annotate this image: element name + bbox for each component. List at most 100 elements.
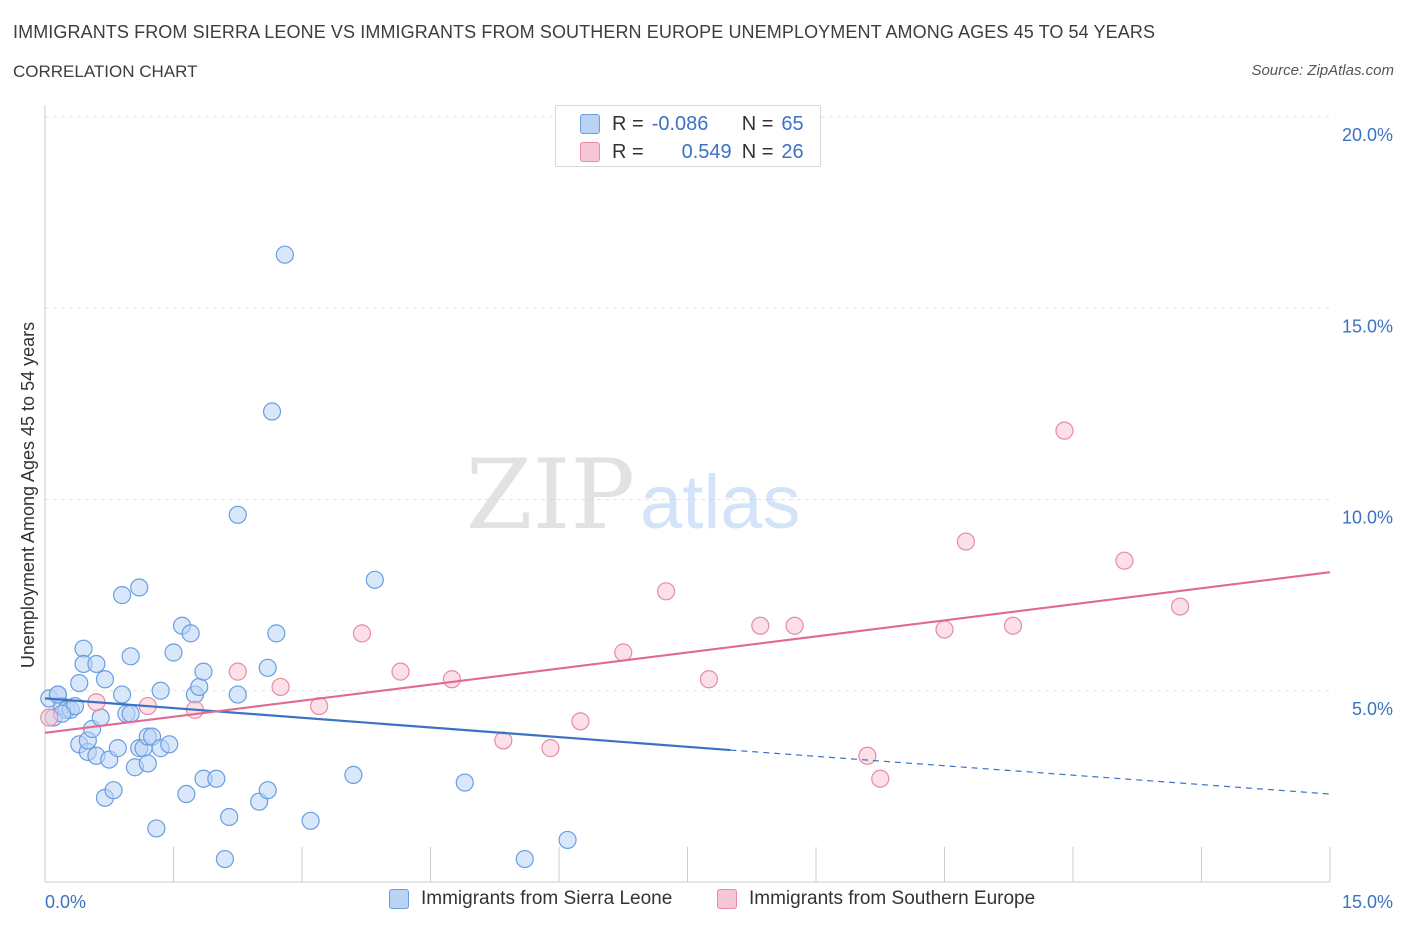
- point-sierra-leone: [121, 647, 140, 666]
- trendline-sierra-leone: [44, 697, 731, 752]
- legend-swatch-pink: [717, 889, 737, 909]
- point-sierra-leone: [160, 735, 179, 754]
- point-sierra-leone: [87, 654, 106, 674]
- point-southern-europe: [858, 746, 877, 765]
- point-southern-europe: [1115, 551, 1134, 570]
- r-label: R =: [612, 112, 644, 135]
- point-sierra-leone: [215, 849, 234, 869]
- y-axis-label: Unemployment Among Ages 45 to 54 years: [18, 322, 38, 668]
- tick-labels: 5.0% 10.0% 15.0% 20.0% 0.0% 15.0%: [45, 125, 1393, 912]
- point-southern-europe: [228, 662, 247, 681]
- point-sierra-leone: [177, 784, 196, 804]
- axes: [44, 105, 1331, 883]
- bottom-legend: Immigrants from Sierra Leone Immigrants …: [0, 888, 1406, 916]
- point-southern-europe: [541, 739, 560, 758]
- trendline-southern-europe: [44, 571, 1331, 734]
- watermark-zip: ZIP: [466, 439, 635, 551]
- point-sierra-leone: [74, 639, 93, 658]
- point-sierra-leone: [138, 754, 157, 773]
- point-sierra-leone: [108, 739, 127, 758]
- point-southern-europe: [785, 616, 804, 635]
- point-sierra-leone: [515, 849, 534, 869]
- y-tick-label: 10.0%: [1342, 508, 1393, 528]
- point-sierra-leone: [130, 578, 149, 597]
- n-value: 26: [781, 140, 804, 163]
- legend-label: Immigrants from Sierra Leone: [421, 888, 673, 909]
- point-sierra-leone: [121, 704, 140, 723]
- point-sierra-leone: [194, 662, 213, 681]
- point-sierra-leone: [301, 811, 320, 830]
- source-label: Source: ZipAtlas.com: [1251, 62, 1394, 79]
- point-sierra-leone: [228, 685, 247, 704]
- point-southern-europe: [751, 616, 770, 635]
- point-sierra-leone: [91, 708, 110, 727]
- legend-swatch-blue: [389, 889, 409, 909]
- point-sierra-leone: [147, 819, 166, 838]
- point-sierra-leone: [207, 769, 226, 788]
- point-sierra-leone: [344, 765, 363, 785]
- trend-lines: [44, 571, 1331, 795]
- stats-swatch-pink: [580, 142, 600, 162]
- point-southern-europe: [956, 532, 976, 551]
- point-sierra-leone: [70, 673, 89, 693]
- point-southern-europe: [871, 769, 890, 788]
- grid-lines: [45, 116, 1330, 692]
- r-value: 0.549: [681, 140, 732, 163]
- point-sierra-leone: [267, 624, 286, 643]
- point-southern-europe: [40, 708, 59, 727]
- point-southern-europe: [935, 620, 954, 639]
- point-sierra-leone: [104, 781, 123, 800]
- point-sierra-leone: [275, 245, 294, 264]
- watermark: ZIP atlas: [466, 439, 801, 551]
- point-sierra-leone: [455, 773, 474, 792]
- legend-item-southern-europe[interactable]: Immigrants from Southern Europe: [717, 888, 1035, 910]
- legend-label: Immigrants from Southern Europe: [749, 888, 1036, 909]
- point-sierra-leone: [228, 505, 247, 524]
- y-tick-label: 20.0%: [1342, 125, 1393, 145]
- point-southern-europe: [442, 670, 462, 689]
- point-southern-europe: [352, 624, 372, 643]
- stats-legend-box: R = -0.086 N = 65 R = 0.549 N = 26: [555, 105, 821, 167]
- point-southern-europe: [494, 731, 513, 750]
- point-southern-europe: [1003, 616, 1023, 635]
- point-southern-europe: [656, 582, 676, 601]
- data-points: [40, 245, 1190, 869]
- point-sierra-leone: [164, 643, 183, 662]
- r-value: -0.086: [651, 112, 709, 135]
- point-sierra-leone: [151, 681, 170, 700]
- point-sierra-leone: [262, 402, 282, 421]
- chart-title: IMMIGRANTS FROM SIERRA LEONE VS IMMIGRAN…: [13, 22, 1156, 42]
- n-label: N =: [741, 112, 774, 135]
- point-sierra-leone: [112, 586, 132, 605]
- point-southern-europe: [271, 677, 290, 697]
- point-sierra-leone: [365, 570, 384, 589]
- point-southern-europe: [571, 712, 590, 731]
- point-southern-europe: [614, 643, 633, 662]
- watermark-atlas: atlas: [640, 460, 801, 545]
- stats-row-sierra-leone: R = -0.086 N = 65: [580, 111, 804, 137]
- point-southern-europe: [1055, 421, 1074, 440]
- y-tick-label: 15.0%: [1342, 316, 1393, 336]
- point-sierra-leone: [258, 658, 277, 677]
- point-sierra-leone: [95, 670, 115, 689]
- point-sierra-leone: [558, 830, 577, 850]
- point-sierra-leone: [258, 781, 277, 800]
- point-sierra-leone: [220, 807, 239, 827]
- n-label: N =: [741, 140, 774, 163]
- stats-swatch-blue: [580, 114, 600, 134]
- point-sierra-leone: [112, 685, 132, 704]
- n-value: 65: [781, 112, 804, 135]
- point-southern-europe: [699, 670, 719, 689]
- chart-subtitle: CORRELATION CHART: [13, 62, 198, 81]
- r-label: R =: [612, 140, 644, 163]
- stats-row-southern-europe: R = 0.549 N = 26: [580, 139, 804, 165]
- point-southern-europe: [1170, 597, 1190, 616]
- y-tick-label: 5.0%: [1352, 699, 1393, 719]
- legend-item-sierra-leone[interactable]: Immigrants from Sierra Leone: [389, 888, 672, 910]
- point-southern-europe: [391, 662, 410, 681]
- point-sierra-leone: [181, 624, 200, 643]
- x-tick-label: 0.0%: [45, 892, 86, 912]
- trendline-sierra-leone-extension: [730, 749, 1331, 795]
- point-sierra-leone: [190, 677, 209, 697]
